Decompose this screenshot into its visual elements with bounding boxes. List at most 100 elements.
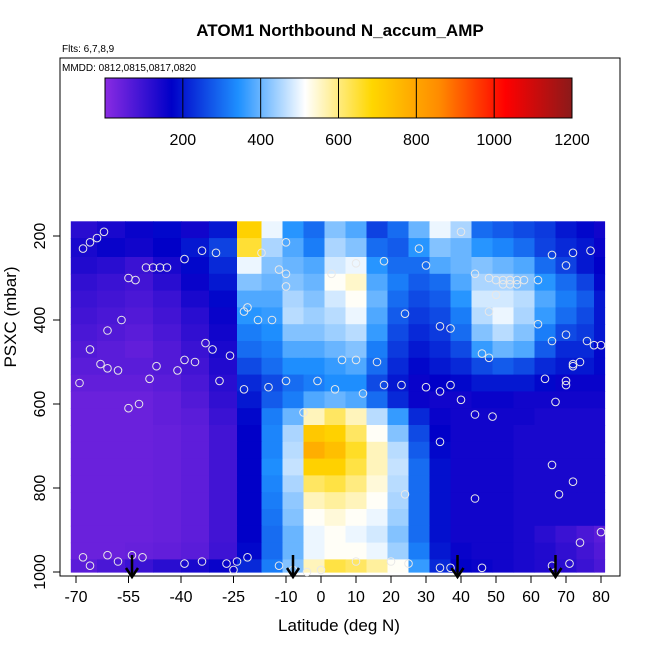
observation-point [134, 399, 144, 409]
heatmap-cell [534, 475, 557, 493]
heatmap-cell [261, 542, 284, 560]
x-tick-label: 80 [592, 589, 610, 606]
heatmap-cell [555, 341, 578, 359]
heatmap-cell [408, 374, 431, 392]
observation-point [414, 244, 424, 253]
heatmap-cell [181, 357, 210, 376]
heatmap-cell [209, 458, 238, 476]
heatmap-cell [97, 492, 126, 510]
heatmap-cell [237, 475, 263, 493]
observation-point [113, 557, 123, 566]
heatmap-cell [366, 238, 389, 258]
heatmap-cell [576, 408, 595, 426]
heatmap-cell [534, 441, 557, 460]
observation-point [215, 376, 224, 386]
heatmap-cell [345, 525, 368, 544]
heatmap-cell [261, 374, 284, 392]
heatmap-cell [181, 324, 210, 342]
heatmap-cell [153, 475, 182, 493]
heatmap-cell [125, 475, 154, 493]
heatmap-cell [576, 307, 595, 325]
heatmap-cell [555, 391, 578, 409]
heatmap-cell [492, 307, 515, 325]
heatmap-cell [70, 458, 98, 476]
heatmap-cell [429, 221, 452, 239]
heatmap-cell [576, 290, 595, 308]
heatmap-cell [366, 257, 389, 275]
heatmap-cell [97, 324, 126, 342]
heatmap-cell [366, 273, 389, 292]
x-axis-label: Latitude (deg N) [278, 616, 400, 635]
heatmap-cell [282, 357, 305, 376]
heatmap-cell [125, 238, 154, 258]
heatmap-cell [70, 290, 98, 308]
heatmap-cell [387, 475, 410, 493]
heatmap-cell [181, 391, 210, 409]
heatmap-cell [534, 408, 557, 426]
observation-point [243, 553, 252, 562]
observation-point [138, 553, 147, 562]
heatmap-cell [471, 509, 494, 527]
heatmap-cell [303, 475, 326, 493]
heatmap-cell [345, 324, 368, 342]
observation-point [435, 322, 445, 331]
observation-point [267, 315, 277, 325]
heatmap-cell [534, 341, 557, 359]
observation-point [456, 395, 466, 405]
heatmap-cell [125, 341, 154, 359]
heatmap-cell [153, 391, 182, 409]
heatmap-cell [594, 542, 606, 560]
heatmap-cell [366, 492, 389, 510]
heatmap-cell [324, 273, 347, 292]
heatmap-cell [261, 458, 284, 476]
heatmap-cell [209, 441, 238, 460]
heatmap-cell [125, 441, 154, 460]
heatmap-cell [387, 408, 410, 426]
observation-point [519, 275, 529, 285]
heatmap-cell [366, 458, 389, 476]
heatmap-cell [282, 221, 305, 239]
heatmap-cell [209, 525, 238, 544]
x-tick-label: 20 [382, 589, 400, 606]
heatmap-cell [492, 441, 515, 460]
heatmap-cell [594, 492, 606, 510]
observation-point [201, 338, 210, 348]
heatmap-cell [237, 307, 263, 325]
heatmap-cell [324, 341, 347, 359]
heatmap-cell [125, 307, 154, 325]
heatmap-cell [471, 492, 494, 510]
heatmap-cell [237, 441, 263, 460]
flight-marker-arrow [285, 555, 301, 580]
heatmap-cell [471, 408, 494, 426]
heatmap-cell [534, 324, 557, 342]
heatmap-cell [181, 221, 210, 239]
heatmap-cell [492, 324, 515, 342]
observation-point [113, 366, 123, 375]
heatmap-cell [492, 492, 515, 510]
heatmap-cell [408, 425, 431, 443]
observation-point [386, 557, 396, 566]
observation-point [239, 385, 249, 394]
heatmap-cell [282, 374, 305, 392]
heatmap-cell [181, 374, 210, 392]
heatmap-cell [70, 273, 98, 292]
heatmap-cell [324, 391, 347, 409]
heatmap-cell [408, 357, 431, 376]
heatmap-cell [366, 307, 389, 325]
heatmap-cell [237, 525, 263, 544]
observation-point [547, 336, 557, 346]
heatmap-cell [324, 458, 347, 476]
heatmap-cell [153, 273, 182, 292]
heatmap-cell [70, 357, 98, 376]
heatmap-cell [513, 221, 536, 239]
heatmap-cell [261, 391, 284, 409]
heatmap-cell [97, 273, 126, 292]
observation-point [379, 256, 389, 266]
heatmap-cell [70, 307, 98, 325]
observation-point [596, 340, 606, 350]
heatmap-cell [303, 408, 326, 426]
observation-point [596, 527, 606, 537]
heatmap-cell [261, 475, 284, 493]
heatmap-cell [209, 257, 238, 275]
heatmap-cell [345, 374, 368, 392]
